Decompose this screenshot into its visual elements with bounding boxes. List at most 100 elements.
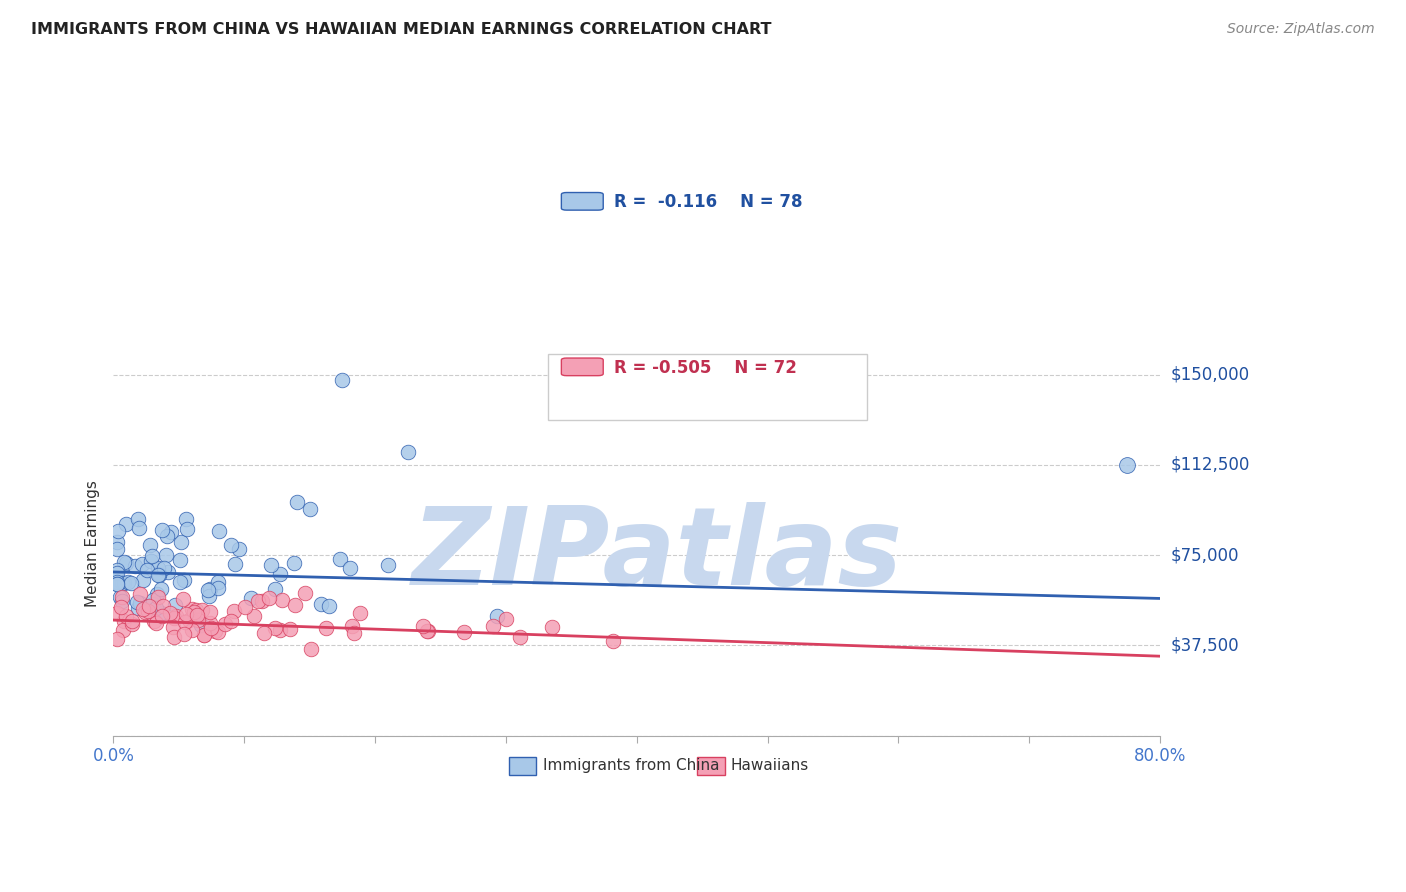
Point: [145, 587, 167, 601]
Point: [204, 624, 226, 639]
Point: [131, 557, 153, 571]
Point: [149, 582, 172, 596]
Point: [173, 573, 195, 587]
Text: $37,500: $37,500: [1171, 636, 1240, 655]
Point: [181, 623, 204, 637]
Point: [340, 618, 363, 632]
Point: [169, 552, 191, 566]
Point: [416, 624, 439, 638]
Point: [186, 607, 208, 622]
Point: [269, 623, 291, 637]
FancyBboxPatch shape: [548, 354, 868, 420]
Point: [107, 575, 129, 590]
Point: [183, 605, 205, 619]
Point: [190, 618, 212, 632]
Text: ZIPatlas: ZIPatlas: [412, 501, 903, 607]
Point: [240, 591, 263, 605]
Point: [125, 594, 148, 608]
Point: [377, 558, 399, 573]
Point: [509, 630, 531, 644]
Point: [259, 591, 281, 606]
Point: [150, 606, 173, 620]
Point: [208, 524, 231, 538]
Point: [132, 602, 155, 616]
FancyBboxPatch shape: [561, 358, 603, 376]
Point: [207, 582, 229, 596]
Point: [541, 619, 564, 633]
Point: [120, 576, 142, 591]
Point: [270, 592, 292, 607]
Point: [110, 600, 132, 615]
Point: [260, 558, 283, 572]
Point: [108, 590, 131, 604]
Point: [264, 620, 287, 634]
Point: [278, 622, 301, 636]
Point: [148, 566, 170, 581]
Point: [176, 522, 198, 536]
Point: [129, 596, 152, 610]
Point: [207, 575, 229, 590]
Point: [193, 628, 215, 642]
Point: [219, 614, 242, 628]
Point: [284, 599, 307, 613]
Point: [155, 548, 177, 562]
Point: [141, 549, 163, 564]
Point: [177, 613, 200, 627]
Point: [148, 568, 170, 582]
Point: [294, 586, 316, 600]
Point: [150, 523, 173, 537]
Text: Immigrants from China: Immigrants from China: [543, 758, 718, 773]
Point: [412, 619, 434, 633]
Point: [309, 597, 332, 611]
Point: [283, 556, 305, 570]
Point: [163, 599, 186, 613]
Point: [121, 614, 143, 628]
Point: [107, 577, 129, 591]
Point: [111, 590, 134, 604]
Point: [453, 625, 475, 640]
Point: [252, 594, 274, 608]
Point: [136, 604, 159, 618]
Point: [197, 583, 219, 598]
Point: [128, 521, 150, 535]
Point: [173, 627, 195, 641]
Point: [157, 566, 180, 580]
Point: [228, 542, 250, 557]
Point: [163, 630, 186, 644]
Point: [136, 563, 159, 577]
Point: [285, 495, 308, 509]
Point: [193, 627, 215, 641]
Point: [233, 599, 256, 614]
Point: [339, 561, 361, 575]
Point: [174, 615, 197, 629]
Point: [112, 555, 135, 569]
Point: [242, 608, 264, 623]
Point: [200, 621, 222, 635]
Point: [162, 619, 184, 633]
Point: [128, 586, 150, 600]
Point: [165, 609, 187, 624]
Point: [301, 641, 323, 656]
Point: [142, 593, 165, 607]
Point: [107, 577, 129, 591]
Point: [200, 582, 222, 596]
Point: [127, 512, 149, 526]
Point: [148, 561, 170, 575]
Point: [482, 619, 505, 633]
Point: [111, 576, 134, 591]
Text: R =  -0.116    N = 78: R = -0.116 N = 78: [613, 194, 803, 211]
Point: [207, 624, 229, 639]
Point: [200, 605, 222, 619]
Point: [298, 502, 321, 516]
Point: [111, 594, 134, 608]
Point: [142, 598, 165, 612]
Point: [602, 633, 624, 648]
Point: [107, 566, 129, 580]
Point: [200, 616, 222, 631]
Point: [150, 608, 173, 623]
Point: [269, 566, 291, 581]
Point: [224, 557, 246, 571]
Point: [332, 372, 354, 386]
Point: [117, 574, 139, 589]
FancyBboxPatch shape: [561, 193, 603, 211]
